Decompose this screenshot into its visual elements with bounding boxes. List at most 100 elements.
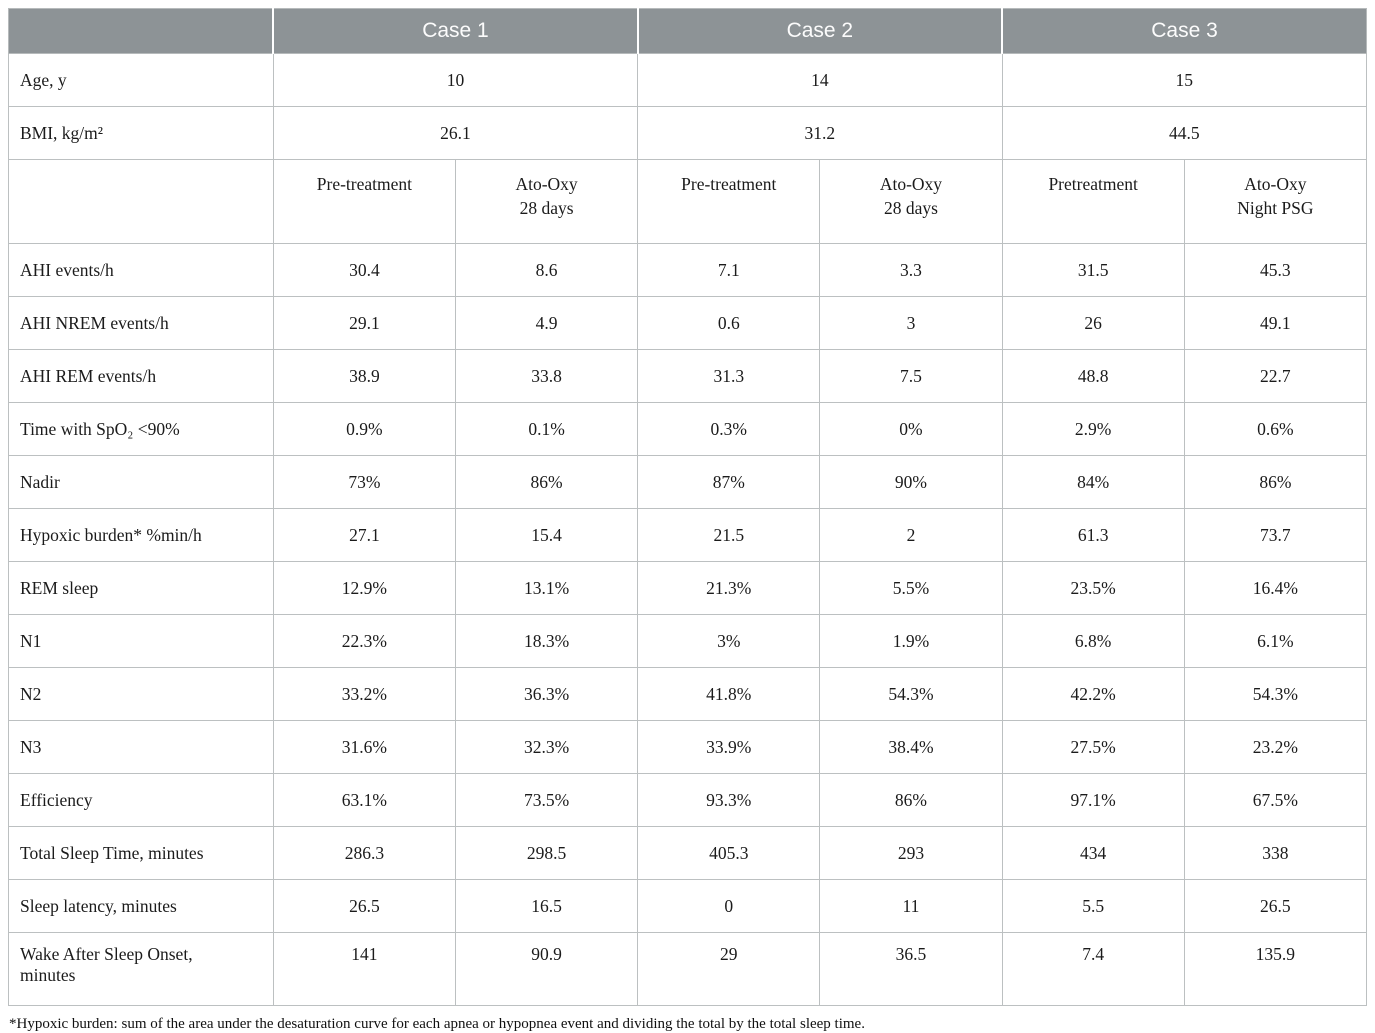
data-cell: 2 — [819, 508, 1003, 562]
data-cell: 16.5 — [454, 879, 639, 933]
measurement-row: Time with SpO₂ <90% 0.9% 0.1% 0.3% 0% 2.9% 0.6… — [8, 402, 1368, 456]
data-cell: 2.9% — [1001, 402, 1185, 456]
data-cell: 41.8% — [637, 667, 821, 721]
patient-info-rows: Age, y 10 14 15 BMI, kg/m² 26.1 31.2 44.5 — [8, 53, 1368, 160]
condition-header-row-body: Pre-treatment Ato-Oxy 28 days Pre-treatmen… — [8, 159, 1368, 244]
measurement-row: AHI NREM events/h 29.1 4.9 0.6 3 26 49.1 — [8, 296, 1368, 350]
data-cell: 405.3 — [637, 826, 821, 880]
data-cell: 4.9 — [454, 296, 639, 350]
info-value-cell: 14 — [637, 53, 1003, 107]
data-cell: 23.5% — [1001, 561, 1185, 615]
table-footnote: *Hypoxic burden: sum of the area under t… — [9, 1016, 865, 1032]
info-row: Age, y 10 14 15 — [8, 53, 1368, 107]
data-cell: 11 — [819, 879, 1003, 933]
measurement-row: N2 33.2% 36.3% 41.8% 54.3% 42.2% 54.3% — [8, 667, 1368, 721]
data-cell: 286.3 — [272, 826, 456, 880]
data-cell: 0.9% — [272, 402, 456, 456]
case-2-header: Case 2 — [636, 8, 1003, 54]
row-label: N2 — [8, 667, 274, 721]
data-cell: 33.9% — [637, 720, 821, 774]
data-cell: 48.8 — [1001, 349, 1185, 403]
data-cell: 73.7 — [1183, 508, 1368, 562]
data-cell: 31.5 — [1001, 243, 1185, 297]
measurement-row: Total Sleep Time, minutes 286.3 298.5 405.3… — [8, 826, 1368, 880]
data-cell: 86% — [454, 455, 639, 509]
condition-header-cell: Ato-Oxy 28 days — [819, 159, 1003, 244]
data-cell: 29.1 — [272, 296, 456, 350]
info-row: BMI, kg/m² 26.1 31.2 44.5 — [8, 106, 1368, 160]
data-cell: 22.7 — [1183, 349, 1368, 403]
data-cell: 87% — [637, 455, 821, 509]
data-cell: 84% — [1001, 455, 1185, 509]
case-header-row: Case 1 Case 2 Case 3 — [8, 8, 1368, 54]
data-cell: 5.5% — [819, 561, 1003, 615]
data-cell: 298.5 — [454, 826, 639, 880]
data-cell: 338 — [1183, 826, 1368, 880]
data-cell: 31.6% — [272, 720, 456, 774]
row-label: Time with SpO₂ <90% — [8, 402, 274, 456]
data-cell: 0.6% — [1183, 402, 1368, 456]
data-cell: 45.3 — [1183, 243, 1368, 297]
data-cell: 5.5 — [1001, 879, 1185, 933]
measurement-row: Nadir 73% 86% 87% 90% 84% 86% — [8, 455, 1368, 509]
data-cell: 26.5 — [1183, 879, 1368, 933]
data-cell: 26.5 — [272, 879, 456, 933]
data-cell: 31.3 — [637, 349, 821, 403]
condition-header-row: Pre-treatment Ato-Oxy 28 days Pre-treatmen… — [8, 159, 1368, 244]
data-cell: 90.9 — [454, 932, 639, 1006]
data-cell: 61.3 — [1001, 508, 1185, 562]
row-label: Wake After Sleep Onset, minutes — [8, 932, 274, 1006]
row-label: Efficiency — [8, 773, 274, 827]
condition-header-cell: Pretreatment — [1001, 159, 1185, 244]
data-cell: 3.3 — [819, 243, 1003, 297]
row-label: BMI, kg/m² — [8, 106, 274, 160]
data-cell: 38.9 — [272, 349, 456, 403]
data-cell: 434 — [1001, 826, 1185, 880]
data-cell: 42.2% — [1001, 667, 1185, 721]
data-cell: 63.1% — [272, 773, 456, 827]
data-cell: 27.1 — [272, 508, 456, 562]
row-label: Sleep latency, minutes — [8, 879, 274, 933]
data-cell: 16.4% — [1183, 561, 1368, 615]
info-value-cell: 10 — [272, 53, 639, 107]
condition-header-cell: Pre-treatment — [637, 159, 821, 244]
row-label: AHI REM events/h — [8, 349, 274, 403]
info-value-cell: 31.2 — [637, 106, 1003, 160]
data-cell: 54.3% — [1183, 667, 1368, 721]
data-cell: 23.2% — [1183, 720, 1368, 774]
measurement-row: Sleep latency, minutes 26.5 16.5 0 11 5.5 26.5 — [8, 879, 1368, 933]
info-value-cell: 15 — [1001, 53, 1368, 107]
corner-cell — [8, 8, 274, 54]
data-cell: 6.1% — [1183, 614, 1368, 668]
condition-header-cell: Ato-Oxy 28 days — [454, 159, 639, 244]
data-cell: 0 — [637, 879, 821, 933]
data-cell: 36.3% — [454, 667, 639, 721]
case-3-header: Case 3 — [1001, 8, 1368, 54]
data-cell: 21.3% — [637, 561, 821, 615]
row-label: Total Sleep Time, minutes — [8, 826, 274, 880]
data-cell: 33.8 — [454, 349, 639, 403]
measurement-rows: AHI events/h 30.4 8.6 7.1 3.3 31.5 45.3 AHI NRE… — [8, 243, 1368, 1006]
info-value-cell: 26.1 — [272, 106, 639, 160]
data-cell: 26 — [1001, 296, 1185, 350]
measurement-row: Wake After Sleep Onset, minutes 141 90.9 29… — [8, 932, 1368, 1006]
data-cell: 0.1% — [454, 402, 639, 456]
condition-header-cell: Pre-treatment — [272, 159, 456, 244]
case-1-header: Case 1 — [272, 8, 639, 54]
psg-results-table: Case 1 Case 2 Case 3 Age, y 10 14 15 BMI, kg… — [8, 8, 1368, 1006]
measurement-row: AHI events/h 30.4 8.6 7.1 3.3 31.5 45.3 — [8, 243, 1368, 297]
data-cell: 67.5% — [1183, 773, 1368, 827]
data-cell: 86% — [819, 773, 1003, 827]
row-label: Hypoxic burden* %min/h — [8, 508, 274, 562]
row-label: AHI events/h — [8, 243, 274, 297]
data-cell: 12.9% — [272, 561, 456, 615]
data-cell: 3% — [637, 614, 821, 668]
data-cell: 73% — [272, 455, 456, 509]
data-cell: 0.6 — [637, 296, 821, 350]
measurement-row: N1 22.3% 18.3% 3% 1.9% 6.8% 6.1% — [8, 614, 1368, 668]
condition-header-cell: Ato-Oxy Night PSG — [1183, 159, 1368, 244]
data-cell: 73.5% — [454, 773, 639, 827]
measurement-row: N3 31.6% 32.3% 33.9% 38.4% 27.5% 23.2% — [8, 720, 1368, 774]
data-cell: 97.1% — [1001, 773, 1185, 827]
